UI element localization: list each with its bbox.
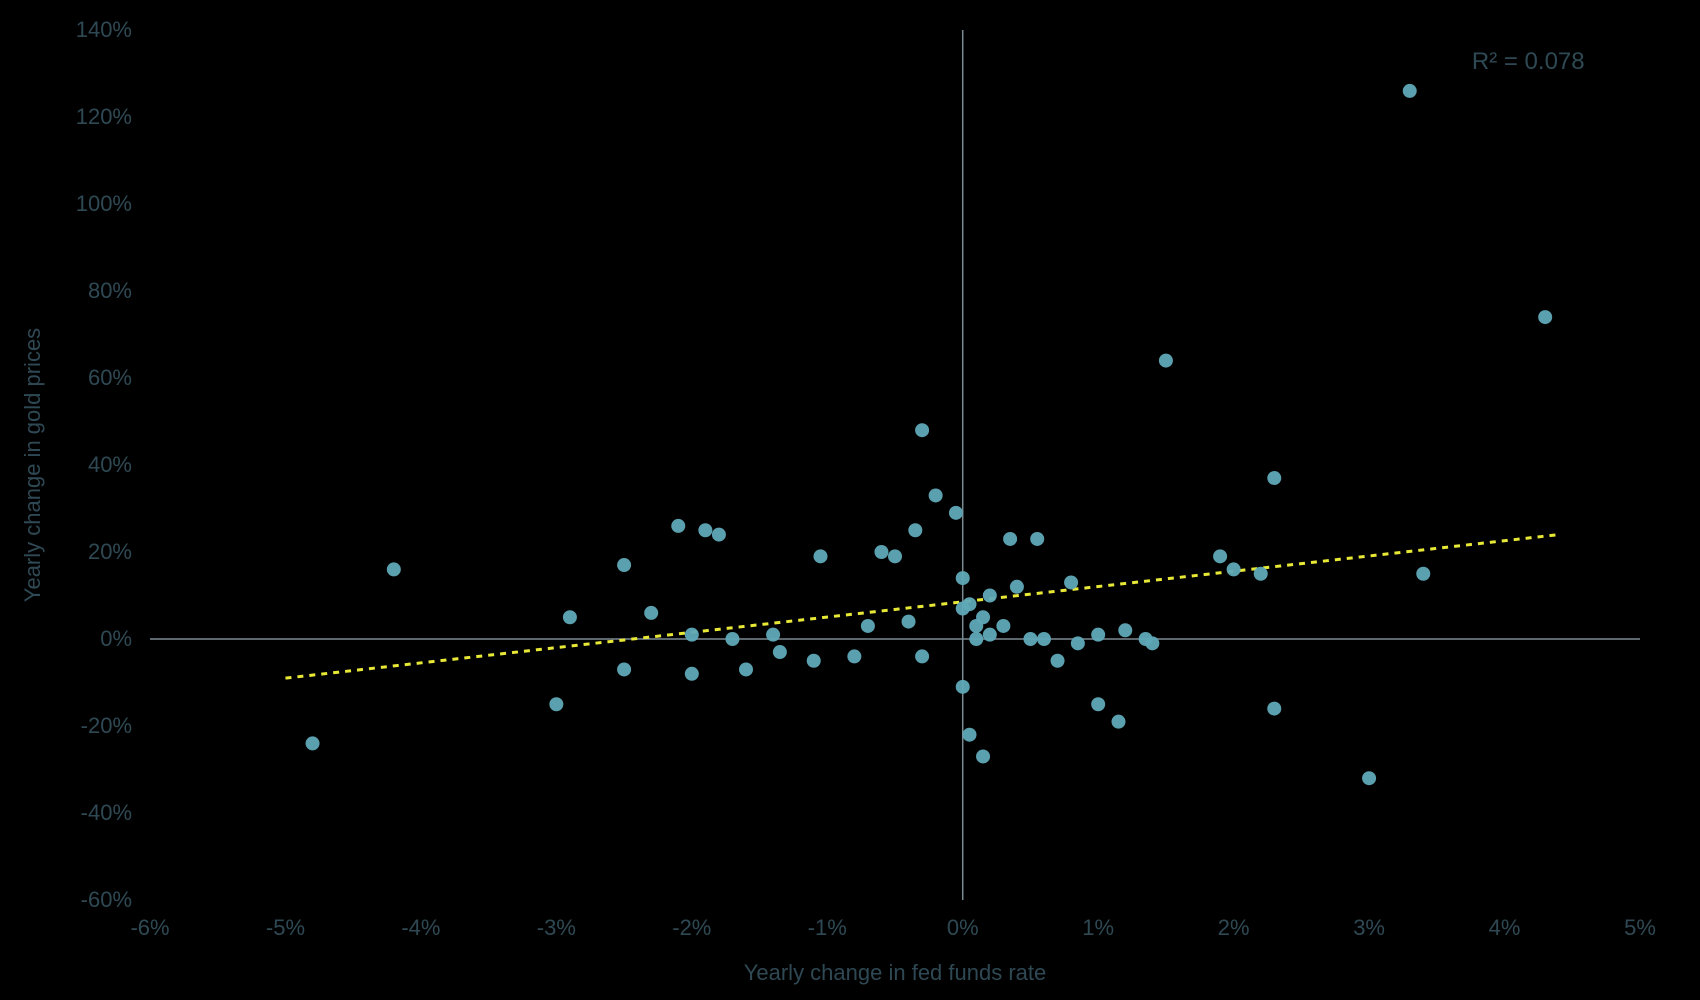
data-point	[915, 423, 929, 437]
data-point	[1010, 580, 1024, 594]
data-point	[671, 519, 685, 533]
x-tick-label: -6%	[130, 915, 169, 940]
data-point	[983, 589, 997, 603]
x-tick-label: 5%	[1624, 915, 1656, 940]
data-point	[969, 632, 983, 646]
data-point	[908, 523, 922, 537]
y-tick-label: 20%	[88, 539, 132, 564]
x-tick-label: 3%	[1353, 915, 1385, 940]
data-point	[1213, 549, 1227, 563]
x-tick-label: 2%	[1218, 915, 1250, 940]
data-point	[874, 545, 888, 559]
data-point	[387, 562, 401, 576]
data-point	[888, 549, 902, 563]
data-point	[712, 528, 726, 542]
x-tick-label: 1%	[1082, 915, 1114, 940]
chart-svg: -6% -5% -4% -3% -2% -1% 0% 1% 2% 3% 4% 5% -60% -40% -2…	[0, 0, 1700, 1000]
data-point	[1267, 471, 1281, 485]
y-tick-label: 100%	[76, 191, 132, 216]
y-tick-label: 140%	[76, 17, 132, 42]
data-point	[963, 728, 977, 742]
data-point	[563, 610, 577, 624]
y-tick-label: -40%	[81, 800, 132, 825]
y-tick-label: 60%	[88, 365, 132, 390]
y-tick-label: 40%	[88, 452, 132, 477]
x-tick-label: -1%	[808, 915, 847, 940]
data-point	[1091, 697, 1105, 711]
data-point	[1159, 354, 1173, 368]
scatter-chart: -6% -5% -4% -3% -2% -1% 0% 1% 2% 3% 4% 5% -60% -40% -2…	[0, 0, 1700, 1000]
data-point	[1145, 636, 1159, 650]
data-point	[847, 649, 861, 663]
data-point	[1037, 632, 1051, 646]
data-point	[739, 662, 753, 676]
data-point	[1071, 636, 1085, 650]
data-point	[1091, 628, 1105, 642]
data-point	[976, 610, 990, 624]
data-point	[814, 549, 828, 563]
y-tick-label: 80%	[88, 278, 132, 303]
data-point	[1112, 715, 1126, 729]
data-point	[1362, 771, 1376, 785]
data-point	[306, 736, 320, 750]
x-tick-label: -3%	[537, 915, 576, 940]
chart-background	[0, 0, 1700, 1000]
data-point	[1118, 623, 1132, 637]
data-point	[698, 523, 712, 537]
y-tick-label: -20%	[81, 713, 132, 738]
data-point	[1254, 567, 1268, 581]
data-point	[549, 697, 563, 711]
data-point	[1538, 310, 1552, 324]
x-tick-label: -2%	[672, 915, 711, 940]
y-axis-title: Yearly change in gold prices	[20, 328, 45, 602]
data-point	[1023, 632, 1037, 646]
data-point	[1051, 654, 1065, 668]
data-point	[976, 749, 990, 763]
x-tick-label: -4%	[401, 915, 440, 940]
data-point	[1227, 562, 1241, 576]
data-point	[956, 680, 970, 694]
data-point	[861, 619, 875, 633]
data-point	[929, 488, 943, 502]
data-point	[685, 628, 699, 642]
data-point	[644, 606, 658, 620]
x-axis-title: Yearly change in fed funds rate	[744, 960, 1047, 985]
data-point	[1416, 567, 1430, 581]
data-point	[807, 654, 821, 668]
data-point	[766, 628, 780, 642]
data-point	[617, 662, 631, 676]
data-point	[963, 597, 977, 611]
data-point	[956, 571, 970, 585]
data-point	[902, 615, 916, 629]
data-point	[915, 649, 929, 663]
data-point	[773, 645, 787, 659]
y-tick-label: 120%	[76, 104, 132, 129]
data-point	[617, 558, 631, 572]
data-point	[1064, 575, 1078, 589]
data-point	[996, 619, 1010, 633]
r-squared-annotation: R² = 0.078	[1472, 48, 1585, 75]
x-tick-label: -5%	[266, 915, 305, 940]
data-point	[1030, 532, 1044, 546]
data-point	[725, 632, 739, 646]
data-point	[1403, 84, 1417, 98]
y-tick-label: -60%	[81, 887, 132, 912]
data-point	[1003, 532, 1017, 546]
data-point	[1267, 702, 1281, 716]
x-tick-label: 4%	[1489, 915, 1521, 940]
data-point	[949, 506, 963, 520]
data-point	[983, 628, 997, 642]
x-tick-label: 0%	[947, 915, 979, 940]
y-tick-label: 0%	[100, 626, 132, 651]
data-point	[685, 667, 699, 681]
